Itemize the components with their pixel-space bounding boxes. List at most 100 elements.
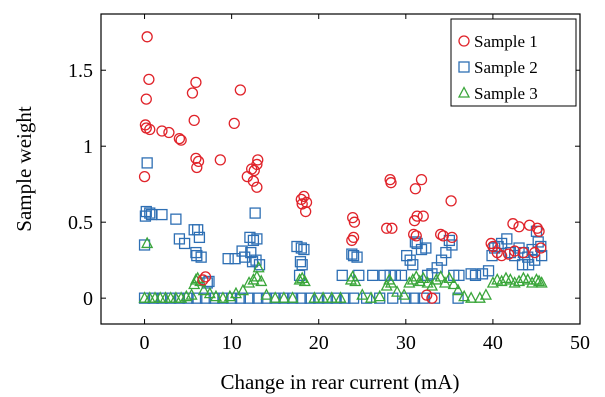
data-point-circle: [417, 210, 429, 222]
data-point-square: [336, 269, 348, 282]
data-point-triangle: [417, 271, 430, 284]
data-point-square: [360, 292, 373, 304]
data-point-triangle: [236, 283, 250, 296]
data-point-square: [446, 239, 458, 251]
x-axis: 0 10 20 30 40 50: [140, 14, 590, 354]
plot-area: [100, 13, 581, 325]
data-point-square: [294, 256, 307, 268]
data-point-triangle: [141, 236, 154, 249]
data-point-triangle: [465, 291, 478, 303]
data-point-circle: [300, 205, 312, 218]
data-point-triangle: [410, 269, 423, 282]
legend: Sample 1 Sample 2 Sample 3: [450, 18, 577, 107]
data-point-circle: [192, 155, 205, 168]
data-point-triangle: [430, 273, 443, 285]
data-point-triangle: [298, 274, 311, 287]
data-point-circle: [513, 221, 525, 233]
data-point-circle: [495, 249, 508, 262]
data-point-triangle: [252, 260, 265, 273]
data-point-square: [469, 269, 482, 282]
data-point-circle: [190, 76, 202, 89]
data-point-square: [522, 259, 535, 271]
data-point-square: [229, 253, 241, 265]
data-point-circle: [190, 152, 202, 165]
data-point-square: [295, 242, 307, 254]
data-point-square: [247, 234, 260, 247]
data-point-square: [420, 242, 432, 254]
data-point-circle: [381, 222, 393, 234]
data-point-triangle: [346, 269, 359, 282]
data-point-square: [313, 292, 325, 304]
data-point-square: [417, 292, 429, 304]
data-point-square: [222, 253, 234, 265]
data-point-square: [452, 292, 464, 304]
data-point-triangle: [535, 276, 548, 288]
data-point-circle: [509, 245, 521, 257]
data-point-circle: [409, 183, 422, 195]
data-point-circle: [348, 216, 361, 228]
data-point-circle: [408, 228, 420, 240]
data-point-square: [516, 259, 529, 271]
series-1: [138, 31, 547, 304]
data-point-circle: [446, 231, 458, 244]
x-tick-label: 20: [309, 332, 329, 354]
data-point-square: [482, 265, 495, 277]
data-point-circle: [156, 125, 168, 137]
data-point-triangle: [373, 289, 386, 302]
data-point-square: [244, 231, 256, 244]
data-point-triangle: [486, 276, 499, 288]
data-point-square: [236, 245, 248, 257]
data-point-square: [178, 237, 191, 250]
data-point-triangle: [197, 283, 210, 296]
data-point-square: [347, 292, 360, 304]
data-point-circle: [385, 177, 397, 189]
data-point-triangle: [242, 276, 256, 288]
data-point-circle: [517, 246, 530, 259]
data-point-circle: [531, 222, 543, 234]
x-tick-label: 0: [140, 332, 150, 354]
data-point-triangle: [317, 291, 330, 303]
data-point-triangle: [269, 291, 282, 303]
data-point-triangle: [356, 288, 369, 300]
data-point-square: [191, 292, 203, 304]
legend-marker-triangle: [457, 86, 471, 98]
data-point-square: [304, 292, 316, 304]
data-point-square: [408, 292, 421, 304]
data-point-circle: [298, 190, 310, 203]
x-tick-label: 40: [483, 332, 503, 354]
y-axis-label: Sample weight: [12, 106, 36, 232]
data-point-triangle: [447, 277, 460, 290]
y-axis: 0 0.5 1 1.5: [68, 60, 580, 310]
data-point-square: [141, 157, 153, 169]
data-point-square: [243, 292, 255, 304]
data-point-circle: [140, 93, 152, 105]
x-axis-label: Change in rear current (mA): [220, 370, 459, 394]
data-point-square: [453, 269, 465, 282]
data-point-triangle: [406, 273, 419, 285]
data-point-circle: [138, 170, 151, 183]
data-point-circle: [415, 173, 428, 186]
x-tick-label: 30: [396, 332, 416, 354]
data-point-triangle: [296, 271, 309, 284]
data-point-square: [501, 233, 513, 245]
y-tick-label: 1.5: [68, 60, 93, 82]
data-point-square: [170, 213, 182, 225]
data-point-triangle: [255, 274, 268, 287]
data-point-circle: [410, 230, 422, 242]
data-point-circle: [234, 84, 246, 96]
legend-marker-square: [458, 61, 470, 73]
data-point-triangle: [260, 288, 273, 300]
data-point-triangle: [458, 289, 471, 302]
data-point-square: [387, 292, 399, 304]
data-point-square: [409, 236, 422, 248]
data-point-circle: [523, 219, 536, 231]
data-point-square: [440, 246, 452, 259]
data-point-circle: [252, 154, 264, 166]
data-point-circle: [437, 230, 449, 242]
data-point-square: [252, 292, 264, 304]
data-point-triangle: [325, 291, 338, 303]
data-point-circle: [228, 117, 240, 130]
data-point-circle: [507, 218, 519, 230]
data-point-triangle: [504, 273, 517, 285]
data-point-circle: [346, 234, 358, 247]
